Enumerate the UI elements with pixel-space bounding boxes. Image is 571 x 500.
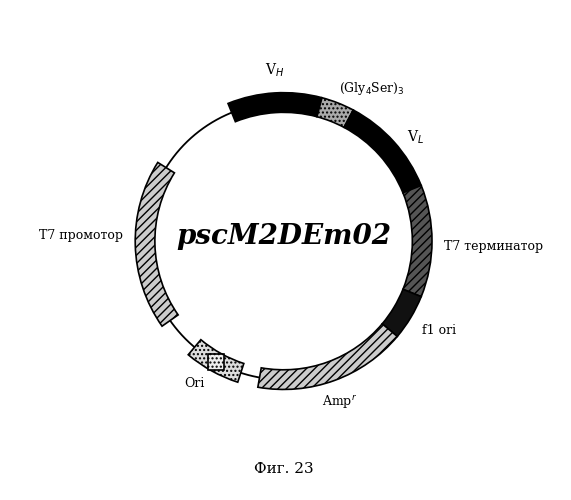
Text: T7 терминатор: T7 терминатор	[444, 240, 544, 253]
Wedge shape	[317, 98, 353, 128]
Text: pscM2DEm02: pscM2DEm02	[176, 223, 391, 250]
Wedge shape	[258, 324, 397, 390]
Wedge shape	[135, 162, 178, 326]
Wedge shape	[344, 110, 421, 193]
Text: Фиг. 23: Фиг. 23	[254, 462, 313, 476]
Text: f1 ori: f1 ori	[421, 324, 456, 337]
Wedge shape	[228, 92, 322, 122]
Text: V$_H$: V$_H$	[266, 61, 285, 78]
Text: T7 промотор: T7 промотор	[39, 229, 123, 242]
Wedge shape	[403, 186, 432, 296]
Text: V$_L$: V$_L$	[407, 129, 424, 146]
Wedge shape	[382, 290, 421, 337]
Wedge shape	[188, 340, 244, 382]
Text: Amp$^r$: Amp$^r$	[321, 394, 357, 411]
FancyBboxPatch shape	[208, 354, 224, 370]
Text: Ori: Ori	[184, 377, 205, 390]
Text: (Gly$_4$Ser)$_3$: (Gly$_4$Ser)$_3$	[339, 80, 405, 96]
